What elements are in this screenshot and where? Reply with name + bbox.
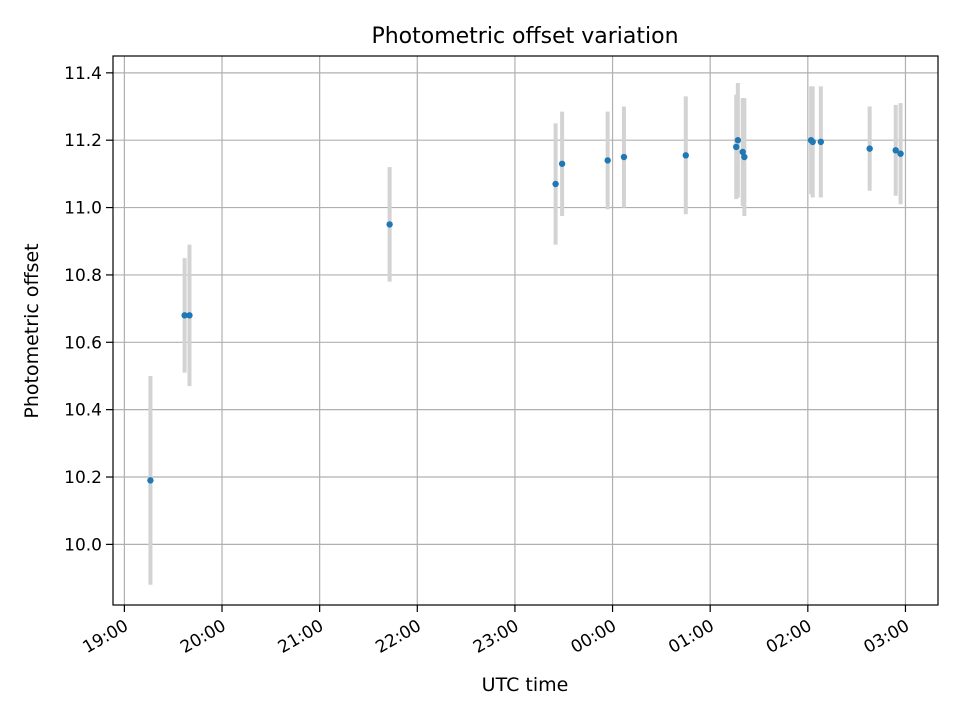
y-axis-ticks: 10.0 10.2 10.4 10.6 10.8 11.0 11.2 11.4: [64, 64, 113, 555]
y-tick-label: 10.0: [64, 535, 102, 555]
data-point: [682, 152, 689, 159]
data-points: [147, 137, 904, 484]
y-tick-label: 10.8: [64, 266, 102, 286]
data-point: [892, 147, 899, 154]
data-point: [741, 153, 748, 161]
data-point: [866, 145, 873, 152]
data-point: [558, 160, 566, 167]
data-point: [620, 153, 628, 161]
data-point: [817, 138, 825, 146]
y-tick-label: 10.6: [64, 333, 102, 353]
data-point: [734, 137, 742, 144]
y-tick-label: 11.2: [64, 131, 102, 151]
data-point: [897, 150, 904, 157]
y-tick-label: 10.4: [64, 401, 102, 421]
chart-title: Photometric offset variation: [371, 24, 678, 49]
y-axis-label: Photometric offset: [21, 243, 43, 418]
data-point: [552, 180, 559, 188]
data-point: [147, 477, 154, 484]
data-point: [604, 157, 611, 164]
y-tick-label: 11.0: [64, 199, 102, 219]
data-point: [733, 143, 740, 151]
data-point: [386, 221, 393, 228]
data-point: [181, 312, 188, 319]
data-point: [739, 148, 746, 156]
x-axis-label: UTC time: [482, 674, 569, 696]
data-point: [809, 138, 816, 146]
y-tick-label: 11.4: [64, 64, 102, 84]
data-point: [186, 312, 193, 319]
plot-area: [113, 56, 938, 605]
plot-frame: [112, 55, 939, 606]
y-tick-label: 10.2: [64, 468, 102, 488]
grid: [113, 56, 938, 605]
